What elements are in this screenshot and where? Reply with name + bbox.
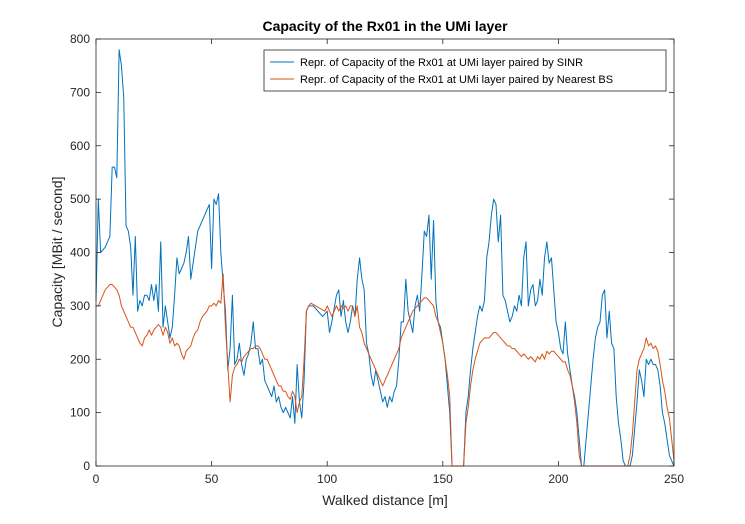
x-tick-label: 200 — [548, 472, 568, 486]
legend-label-nearest-bs: Repr. of Capacity of the Rx01 at UMi lay… — [300, 74, 613, 86]
y-axis-label: Capacity [MBit / second] — [49, 177, 65, 328]
y-tick-label: 800 — [70, 32, 90, 46]
x-tick-label: 0 — [93, 472, 100, 486]
y-tick-label: 400 — [70, 246, 90, 260]
series-layer — [95, 49, 675, 467]
series-line-nearest-bs — [96, 273, 675, 467]
plot-area — [96, 39, 674, 466]
legend-label-sinr: Repr. of Capacity of the Rx01 at UMi lay… — [300, 57, 583, 69]
y-tick-label: 300 — [70, 299, 90, 313]
y-tick-label: 500 — [70, 192, 90, 206]
y-axis: 0 100 200 300 400 500 600 700 800 — [70, 32, 674, 473]
y-tick-label: 200 — [70, 352, 90, 366]
y-tick-label: 700 — [70, 85, 90, 99]
chart-title: Capacity of the Rx01 in the UMi layer — [262, 18, 508, 34]
x-axis: 0 50 100 150 200 250 — [93, 39, 684, 486]
x-tick-label: 250 — [664, 472, 684, 486]
y-tick-label: 100 — [70, 406, 90, 420]
series-line-sinr — [95, 49, 675, 467]
x-axis-label: Walked distance [m] — [322, 492, 448, 508]
x-tick-label: 150 — [433, 472, 453, 486]
x-tick-label: 50 — [205, 472, 219, 486]
y-tick-label: 0 — [83, 459, 90, 473]
x-tick-label: 100 — [317, 472, 337, 486]
legend: Repr. of Capacity of the Rx01 at UMi lay… — [263, 49, 667, 92]
y-tick-label: 600 — [70, 139, 90, 153]
legend-box — [263, 49, 667, 92]
